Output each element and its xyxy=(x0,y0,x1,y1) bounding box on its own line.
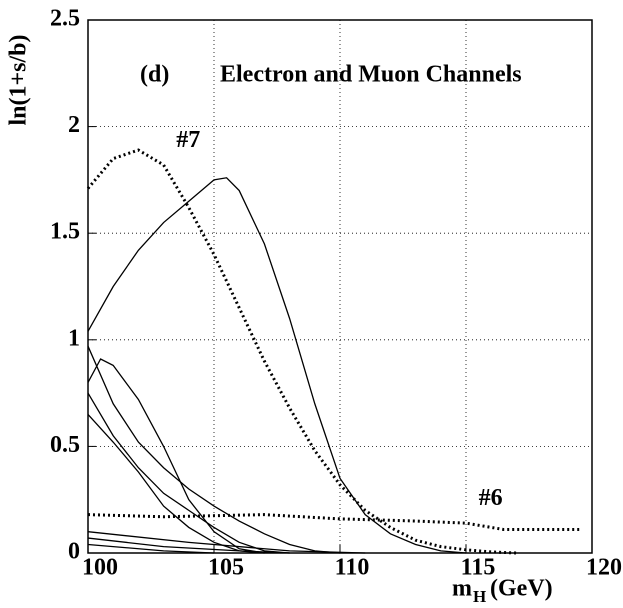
x-tick-label: 120 xyxy=(586,555,622,581)
y-tick-label: 1 xyxy=(68,325,80,351)
line xyxy=(87,413,265,554)
line xyxy=(87,531,366,554)
y-tick-label: 0.5 xyxy=(50,432,80,458)
y-tick-label: 0 xyxy=(68,539,80,565)
line xyxy=(86,148,517,555)
x-tick-label: 115 xyxy=(461,555,496,581)
x-tick-label: 105 xyxy=(208,555,244,581)
y-tick-label: 2.5 xyxy=(50,6,80,32)
x-axis-label: m xyxy=(452,576,472,602)
annotation: #7 xyxy=(176,127,200,153)
line xyxy=(87,177,467,554)
line xyxy=(87,543,215,554)
annotation: #6 xyxy=(479,485,503,511)
plot-frame xyxy=(87,19,593,554)
line xyxy=(87,537,290,554)
x-axis-unit: (GeV) xyxy=(490,576,553,602)
line xyxy=(87,513,580,532)
panel-label: (d) xyxy=(140,62,169,88)
line xyxy=(87,358,265,554)
chart-title: Electron and Muon Channels xyxy=(220,62,522,88)
x-tick-label: 100 xyxy=(82,555,118,581)
y-tick-label: 2 xyxy=(68,112,80,138)
y-tick-label: 1.5 xyxy=(50,219,80,245)
x-tick-label: 110 xyxy=(335,555,370,581)
y-axis-label: ln(1+s/b) xyxy=(6,34,32,125)
line xyxy=(87,345,341,554)
line xyxy=(87,392,290,554)
x-axis-label-sub: H xyxy=(473,587,486,606)
